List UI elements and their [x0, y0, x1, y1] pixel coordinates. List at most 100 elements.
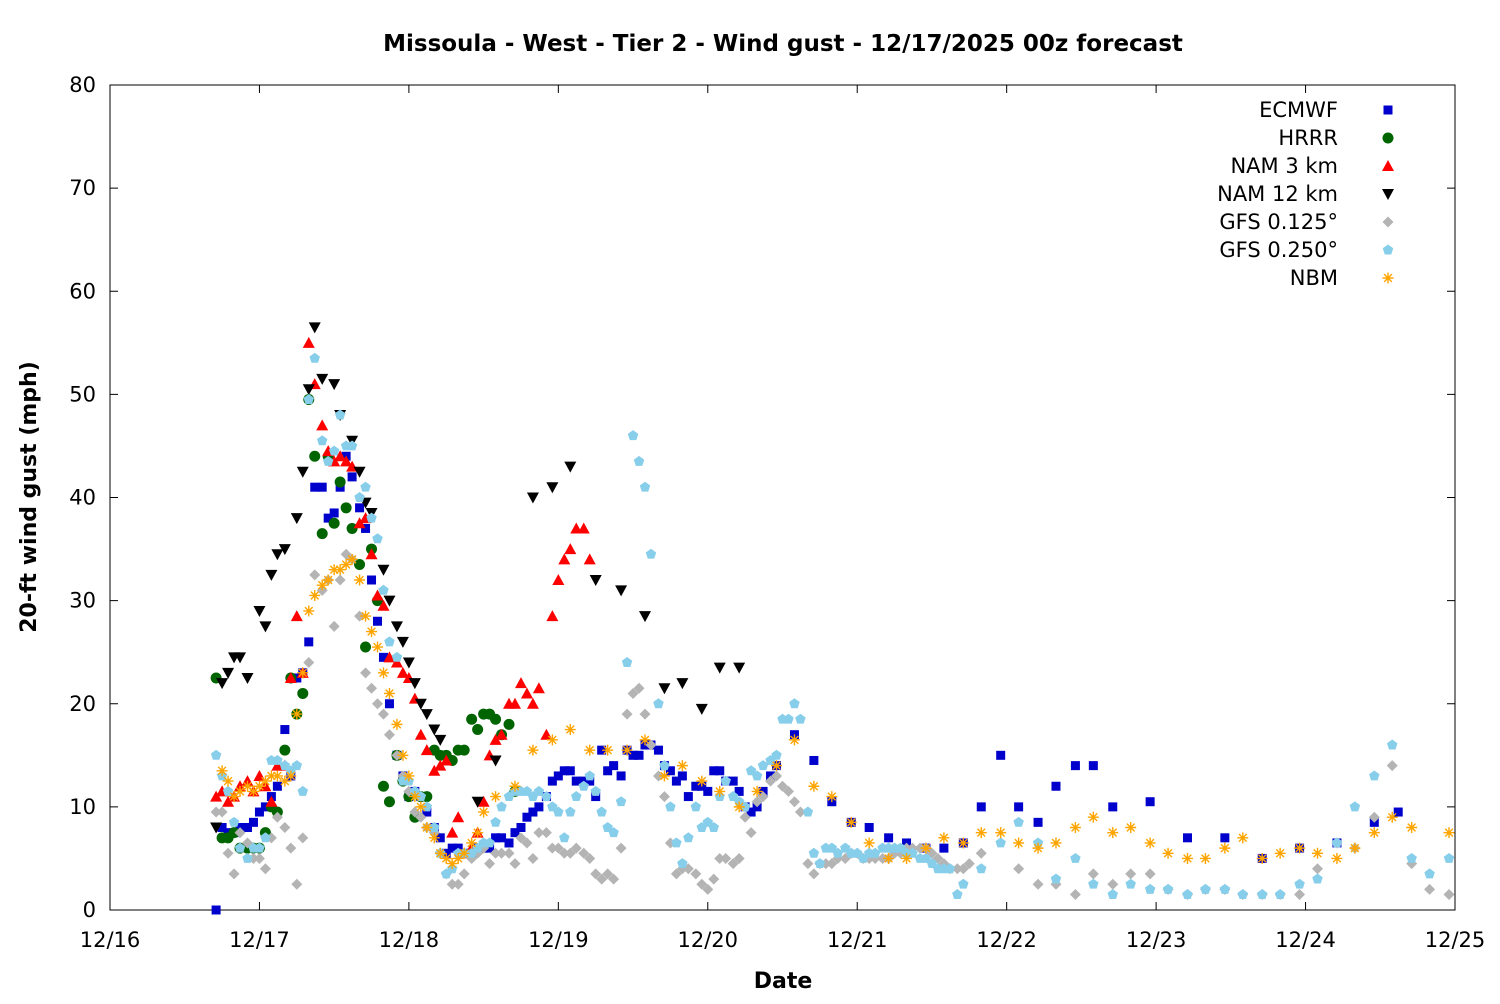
data-point — [670, 868, 682, 880]
data-point — [297, 832, 309, 844]
data-point — [471, 796, 484, 808]
data-point — [584, 770, 595, 781]
data-point — [279, 822, 291, 833]
data-point — [751, 796, 763, 808]
data-point — [590, 785, 601, 796]
data-point — [316, 419, 329, 431]
data-point — [383, 651, 396, 663]
x-tick-label: 12/18 — [379, 928, 440, 952]
data-point — [1237, 889, 1249, 899]
data-point — [895, 842, 906, 853]
data-point — [265, 770, 277, 782]
data-point — [1349, 801, 1361, 812]
data-point — [808, 780, 820, 792]
data-point — [296, 466, 309, 478]
data-point — [1088, 878, 1099, 889]
data-point — [596, 806, 607, 817]
data-point — [559, 766, 569, 776]
data-point — [527, 744, 539, 756]
data-point — [291, 708, 303, 720]
plot-layer: 12/16 12/17 12/18 12/19 12/20 12/21 12/22 12/23… — [69, 73, 1485, 952]
data-point — [745, 765, 757, 776]
data-point — [546, 842, 558, 854]
data-point — [526, 697, 539, 709]
data-point — [602, 744, 614, 756]
data-point — [1033, 817, 1043, 827]
data-point — [552, 574, 565, 585]
data-point — [409, 791, 421, 803]
data-point — [472, 724, 484, 736]
data-point — [310, 482, 320, 492]
y-tick-label: 40 — [69, 486, 96, 510]
data-point — [746, 807, 756, 817]
data-point — [845, 816, 857, 828]
data-point — [951, 863, 963, 875]
data-point — [328, 517, 340, 529]
data-point — [996, 750, 1006, 760]
data-point — [222, 667, 235, 679]
data-point — [995, 837, 1006, 848]
data-point — [328, 379, 341, 391]
data-point — [489, 733, 502, 745]
data-point — [353, 466, 366, 478]
legend-label: NAM 12 km — [1217, 182, 1338, 206]
data-point — [1256, 889, 1268, 899]
data-point — [715, 766, 725, 776]
data-point — [334, 450, 347, 462]
data-point — [777, 780, 788, 792]
data-point — [272, 781, 282, 791]
y-tick-label: 30 — [69, 589, 96, 613]
data-point — [926, 858, 938, 869]
data-point — [421, 822, 433, 833]
data-point — [383, 796, 395, 808]
data-point — [533, 785, 545, 796]
data-point — [354, 559, 366, 571]
data-point — [253, 780, 265, 792]
data-point — [1125, 878, 1136, 889]
data-point — [571, 791, 582, 802]
data-point — [377, 599, 390, 611]
data-point — [509, 780, 521, 792]
data-point — [365, 548, 378, 560]
x-tick-label: 12/21 — [827, 928, 888, 952]
data-point — [633, 682, 645, 694]
legend-marker — [1382, 272, 1394, 284]
data-point — [414, 698, 427, 710]
data-point — [608, 827, 619, 838]
data-point — [547, 801, 558, 812]
data-point — [1014, 802, 1024, 812]
data-point — [367, 575, 377, 585]
data-point — [920, 842, 932, 854]
data-point — [346, 440, 358, 451]
data-point — [677, 771, 687, 781]
data-point — [378, 652, 388, 662]
data-point — [658, 791, 670, 803]
data-point — [290, 513, 303, 525]
data-point — [284, 671, 297, 683]
data-point — [329, 508, 339, 518]
data-point — [1294, 842, 1306, 854]
data-point — [639, 481, 651, 492]
data-point — [279, 775, 291, 787]
series-ecmwf — [211, 451, 1403, 915]
data-point — [490, 847, 502, 859]
x-tick-label: 12/19 — [528, 928, 589, 952]
data-point — [210, 790, 223, 802]
data-point — [265, 795, 278, 807]
data-point — [1312, 873, 1323, 884]
data-point — [958, 878, 969, 889]
data-point — [771, 749, 782, 760]
data-point — [210, 822, 223, 834]
data-point — [1125, 822, 1137, 833]
data-point — [696, 878, 708, 890]
data-point — [683, 832, 694, 843]
data-point — [1144, 868, 1156, 880]
data-point — [975, 827, 987, 839]
data-point — [584, 744, 596, 756]
data-point — [377, 780, 389, 792]
data-point — [503, 718, 515, 730]
data-point — [248, 817, 258, 827]
data-point — [316, 528, 328, 540]
data-point — [234, 827, 246, 839]
